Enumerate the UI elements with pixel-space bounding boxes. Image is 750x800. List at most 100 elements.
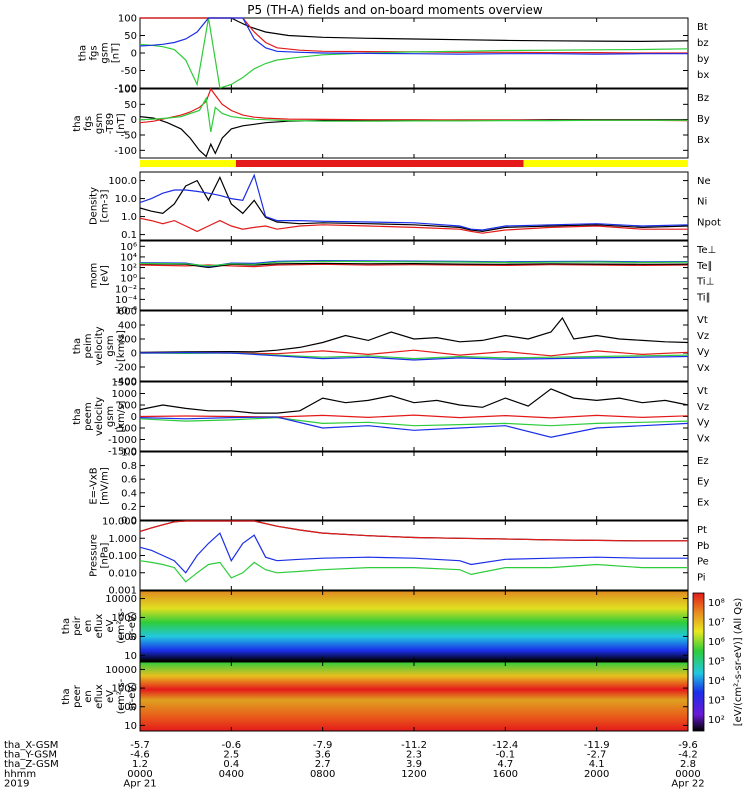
legend-entry: Vt: [697, 386, 708, 397]
series-bz: [140, 17, 688, 54]
legend-entry: Bz: [697, 93, 709, 104]
series-Te∥: [139, 262, 689, 269]
xaxis-value: -4.2: [678, 750, 698, 761]
legend-entry: Npot: [697, 217, 721, 228]
y-tick-label: 50: [124, 31, 137, 42]
y-tick-label: 1000: [112, 613, 137, 624]
panel-frame: [139, 88, 689, 159]
y-axis-label: tha: [78, 45, 89, 61]
legend-entry: Ti∥: [696, 292, 711, 303]
xaxis-value: 1200: [401, 769, 426, 780]
xaxis-value: 2.7: [315, 759, 331, 770]
series-Vy: [139, 416, 689, 427]
y-axis-label: tha: [72, 115, 83, 131]
y-tick-label: 0.010: [108, 568, 137, 579]
y-tick-label: 10⁴: [120, 252, 137, 263]
y-tick-label: 10: [124, 721, 137, 732]
panel-p2: 100 50 0 -50 -100 tha fgs gsm -T89 [nT] Bz By Bx: [72, 85, 710, 159]
y-tick-label: 0.100: [108, 551, 137, 562]
y-tick-label: 1000: [112, 684, 137, 695]
legend-entry: Vx: [697, 433, 710, 444]
panel-frame: [139, 451, 689, 521]
series-Bz: [139, 116, 688, 158]
y-tick-label: 50: [124, 100, 137, 111]
y-axis-label: eV: [105, 690, 116, 703]
y-tick-label: 1.0: [121, 212, 137, 223]
colorbar-tick-label: 10²: [708, 715, 725, 726]
legend-entry: by: [697, 54, 709, 65]
legend-entry: Vy: [697, 418, 710, 429]
y-tick-label: 10: [124, 651, 137, 662]
panel-p3: 100.0 10.0 1.0 0.1 Density [cm-3] Ne Ni Npot: [89, 171, 721, 241]
xaxis-value: 4.1: [589, 759, 605, 770]
legend-entry: Bx: [697, 135, 710, 146]
y-axis-label: peem: [83, 402, 94, 430]
legend-entry: Vy: [697, 347, 710, 358]
panel-p1: 100 50 0 -50 -100 tha fgs gsm [nT] Bt bz by bx: [78, 14, 710, 95]
colorbar: [692, 592, 705, 732]
xaxis-value: 1.2: [132, 759, 148, 770]
y-tick-label: -50: [121, 66, 137, 77]
y-axis-label: en: [83, 620, 94, 633]
y-axis-label: fgs: [89, 45, 100, 60]
status-bar: [140, 160, 688, 167]
series-Npot: [139, 173, 689, 231]
xaxis-value: 2.5: [223, 750, 239, 761]
xaxis-value: -0.1: [496, 750, 516, 761]
legend-entry: Vt: [697, 315, 708, 326]
legend-entry: Ne: [697, 176, 711, 187]
y-axis-label: en: [83, 690, 94, 703]
panel-frame: [139, 520, 689, 591]
xaxis-row-label: tha_Z-GSM: [4, 759, 59, 770]
y-tick-label: 0.6: [121, 475, 137, 486]
series-Vz: [139, 414, 689, 419]
series-Pb: [139, 520, 688, 542]
y-axis-label: peir: [72, 615, 83, 635]
series-bx: [139, 17, 688, 55]
y-axis-label: [mV/m]: [100, 467, 111, 505]
y-tick-label: 0: [131, 412, 137, 423]
xaxis-value: -11.2: [401, 740, 427, 751]
y-axis-label: [km/s]: [116, 400, 127, 432]
y-axis-label: peer: [72, 684, 83, 708]
xaxis-value: 2.8: [680, 759, 696, 770]
y-axis-label: velocity: [94, 397, 105, 436]
y-tick-label: 0: [131, 349, 137, 360]
xaxis-value: 0000: [675, 769, 700, 780]
y-axis-label: Pressure: [89, 534, 100, 577]
xaxis-value: 0000: [127, 769, 152, 780]
y-tick-label: 10⁻⁴: [115, 295, 137, 306]
series-Ti∥: [139, 260, 689, 267]
status-segment: [140, 160, 236, 167]
y-tick-label: 200: [118, 335, 137, 346]
series-Pe: [139, 560, 688, 583]
y-axis-label: gsm: [105, 335, 116, 356]
y-tick-label: 10⁶: [120, 242, 137, 253]
y-axis-label: [nPa]: [100, 542, 111, 568]
y-tick-label: -1000: [108, 435, 137, 446]
xaxis-value: 2.3: [406, 750, 422, 761]
legend-entry: Ni: [697, 197, 707, 208]
series-Ne: [139, 217, 688, 234]
panel-p10: 10000 1000 100 10 tha peer en eflux eV (cm²-s-sr-…: [61, 661, 689, 732]
y-tick-label: 1500: [112, 378, 137, 389]
y-tick-label: 0: [131, 115, 137, 126]
xaxis-value: 1600: [493, 769, 518, 780]
y-axis-label: [nT]: [116, 113, 127, 133]
xaxis-value: Apr 22: [671, 778, 704, 789]
legend-entry: Vz: [697, 331, 709, 342]
legend-entry: Pi: [697, 572, 706, 583]
y-tick-label: 0.0: [121, 516, 137, 527]
series-Vx: [139, 351, 689, 361]
colorbar-tick-label: 10³: [708, 696, 725, 707]
y-tick-label: 10⁻⁶: [115, 305, 137, 316]
xaxis-value: 3.9: [406, 759, 422, 770]
y-tick-label: 500: [118, 401, 137, 412]
legend-entry: Pb: [697, 541, 709, 552]
panel-p7: 1.0 0.8 0.6 0.4 0.2 0.0 E=-VxB [mV/m] Ez Ey Ex: [89, 448, 710, 527]
y-tick-label: 0.4: [121, 488, 137, 499]
y-tick-label: -50: [121, 131, 137, 142]
legend-entry: Bt: [697, 22, 708, 33]
